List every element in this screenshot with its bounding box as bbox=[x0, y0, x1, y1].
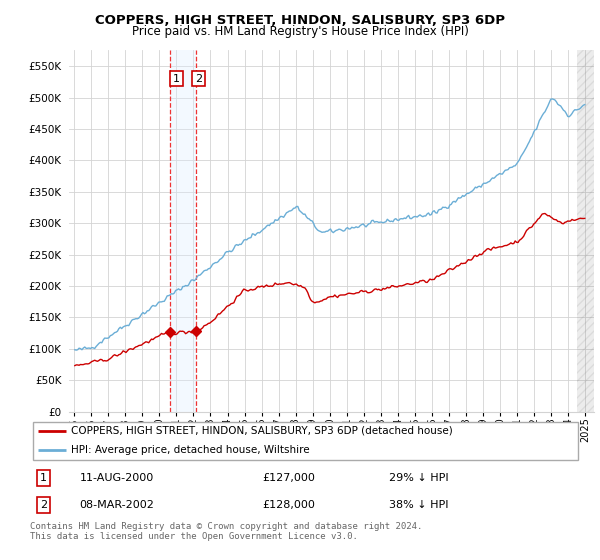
Text: 1: 1 bbox=[40, 473, 47, 483]
Text: COPPERS, HIGH STREET, HINDON, SALISBURY, SP3 6DP: COPPERS, HIGH STREET, HINDON, SALISBURY,… bbox=[95, 14, 505, 27]
Text: 38% ↓ HPI: 38% ↓ HPI bbox=[389, 500, 448, 510]
Text: HPI: Average price, detached house, Wiltshire: HPI: Average price, detached house, Wilt… bbox=[71, 445, 310, 455]
Text: Price paid vs. HM Land Registry's House Price Index (HPI): Price paid vs. HM Land Registry's House … bbox=[131, 25, 469, 38]
Text: 08-MAR-2002: 08-MAR-2002 bbox=[80, 500, 155, 510]
Bar bbox=[577, 50, 594, 412]
Text: £127,000: £127,000 bbox=[262, 473, 315, 483]
Text: 29% ↓ HPI: 29% ↓ HPI bbox=[389, 473, 448, 483]
FancyBboxPatch shape bbox=[33, 422, 578, 460]
Text: 11-AUG-2000: 11-AUG-2000 bbox=[80, 473, 154, 483]
Bar bbox=[170, 50, 196, 412]
Text: 1: 1 bbox=[173, 74, 180, 83]
Text: COPPERS, HIGH STREET, HINDON, SALISBURY, SP3 6DP (detached house): COPPERS, HIGH STREET, HINDON, SALISBURY,… bbox=[71, 426, 453, 436]
Text: Contains HM Land Registry data © Crown copyright and database right 2024.
This d: Contains HM Land Registry data © Crown c… bbox=[30, 522, 422, 542]
Text: 2: 2 bbox=[195, 74, 202, 83]
Text: 2: 2 bbox=[40, 500, 47, 510]
Text: £128,000: £128,000 bbox=[262, 500, 315, 510]
